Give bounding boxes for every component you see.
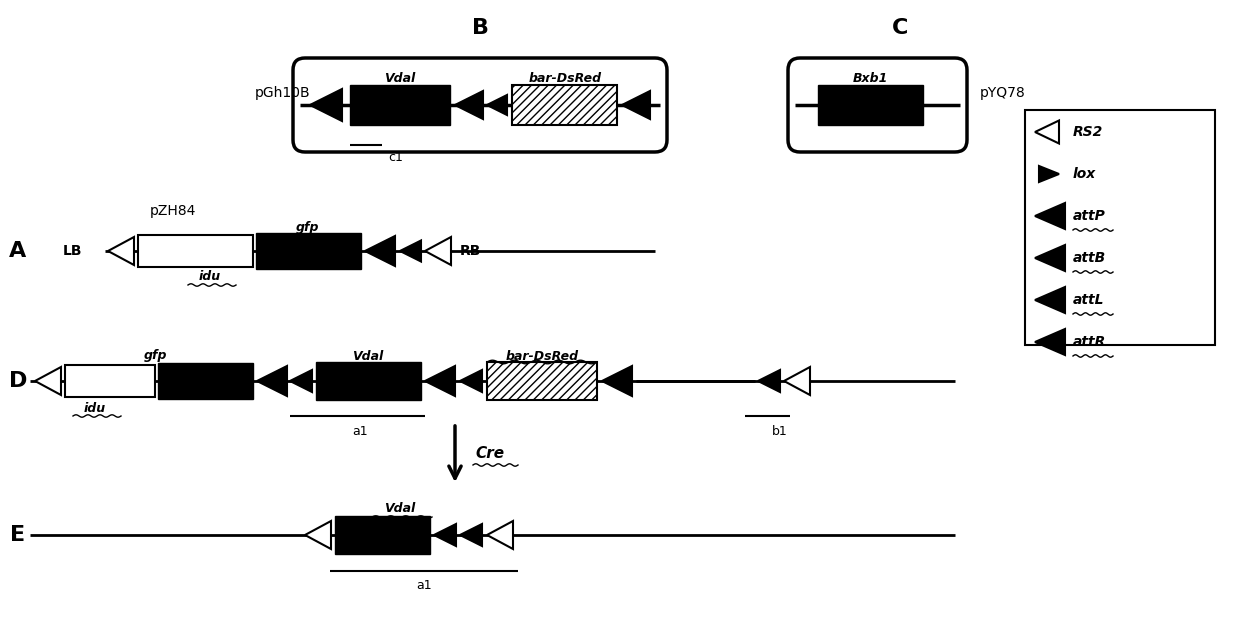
Polygon shape — [434, 524, 456, 546]
Text: Bxb1: Bxb1 — [852, 72, 888, 85]
Text: E: E — [10, 525, 26, 545]
Polygon shape — [257, 366, 286, 396]
Polygon shape — [622, 91, 650, 119]
Polygon shape — [487, 95, 507, 115]
Bar — [64, 365, 155, 397]
Text: attP: attP — [1073, 209, 1106, 223]
Text: gfp: gfp — [296, 221, 320, 234]
Polygon shape — [1035, 287, 1065, 313]
Polygon shape — [460, 524, 482, 546]
Text: A: A — [10, 241, 26, 261]
Polygon shape — [305, 521, 331, 549]
Polygon shape — [460, 370, 482, 392]
Polygon shape — [1035, 245, 1065, 271]
Polygon shape — [108, 237, 134, 265]
Text: bar-DsRed: bar-DsRed — [506, 350, 579, 363]
Bar — [255, 233, 361, 269]
Polygon shape — [758, 370, 780, 392]
Bar — [335, 516, 430, 554]
Bar — [512, 85, 618, 125]
Polygon shape — [601, 366, 632, 396]
FancyBboxPatch shape — [293, 58, 667, 152]
Text: Vdal: Vdal — [384, 503, 415, 515]
Text: c1: c1 — [388, 151, 403, 164]
Text: lox: lox — [1073, 167, 1096, 181]
Text: B: B — [471, 18, 489, 38]
Text: a1: a1 — [417, 579, 432, 592]
Bar — [487, 362, 596, 400]
Bar — [1025, 110, 1215, 345]
Polygon shape — [1035, 329, 1065, 355]
Polygon shape — [310, 89, 342, 121]
Text: pGh10B: pGh10B — [255, 86, 311, 100]
Text: LB: LB — [62, 244, 82, 258]
Text: D: D — [9, 371, 27, 391]
Bar — [350, 85, 450, 125]
Polygon shape — [1035, 203, 1065, 229]
FancyBboxPatch shape — [787, 58, 967, 152]
Bar — [316, 362, 422, 400]
Bar — [138, 235, 253, 267]
Bar — [157, 363, 253, 399]
Text: a1: a1 — [352, 425, 368, 438]
Text: RB: RB — [460, 244, 481, 258]
Polygon shape — [425, 237, 451, 265]
Text: attB: attB — [1073, 251, 1106, 265]
Polygon shape — [1039, 166, 1059, 182]
Text: RS2: RS2 — [1073, 125, 1104, 139]
Polygon shape — [784, 367, 810, 395]
Polygon shape — [1035, 120, 1059, 143]
Text: Vdal: Vdal — [352, 350, 383, 363]
Text: idu: idu — [198, 270, 221, 283]
Text: pYQ78: pYQ78 — [980, 86, 1025, 100]
Polygon shape — [425, 366, 455, 396]
Polygon shape — [35, 367, 61, 395]
Polygon shape — [487, 521, 513, 549]
Text: b1: b1 — [773, 425, 787, 438]
Text: attR: attR — [1073, 335, 1106, 349]
Text: Vdal: Vdal — [384, 72, 415, 85]
Text: attL: attL — [1073, 293, 1105, 307]
Bar — [818, 85, 923, 125]
Polygon shape — [290, 370, 312, 392]
Text: idu: idu — [84, 401, 107, 414]
Polygon shape — [365, 236, 396, 266]
Text: pZH84: pZH84 — [150, 204, 196, 218]
Polygon shape — [455, 91, 484, 119]
Text: bar-DsRed: bar-DsRed — [528, 72, 601, 85]
Polygon shape — [401, 240, 422, 262]
Text: C: C — [892, 18, 908, 38]
Text: gfp: gfp — [144, 348, 166, 361]
Text: Cre: Cre — [475, 445, 505, 460]
